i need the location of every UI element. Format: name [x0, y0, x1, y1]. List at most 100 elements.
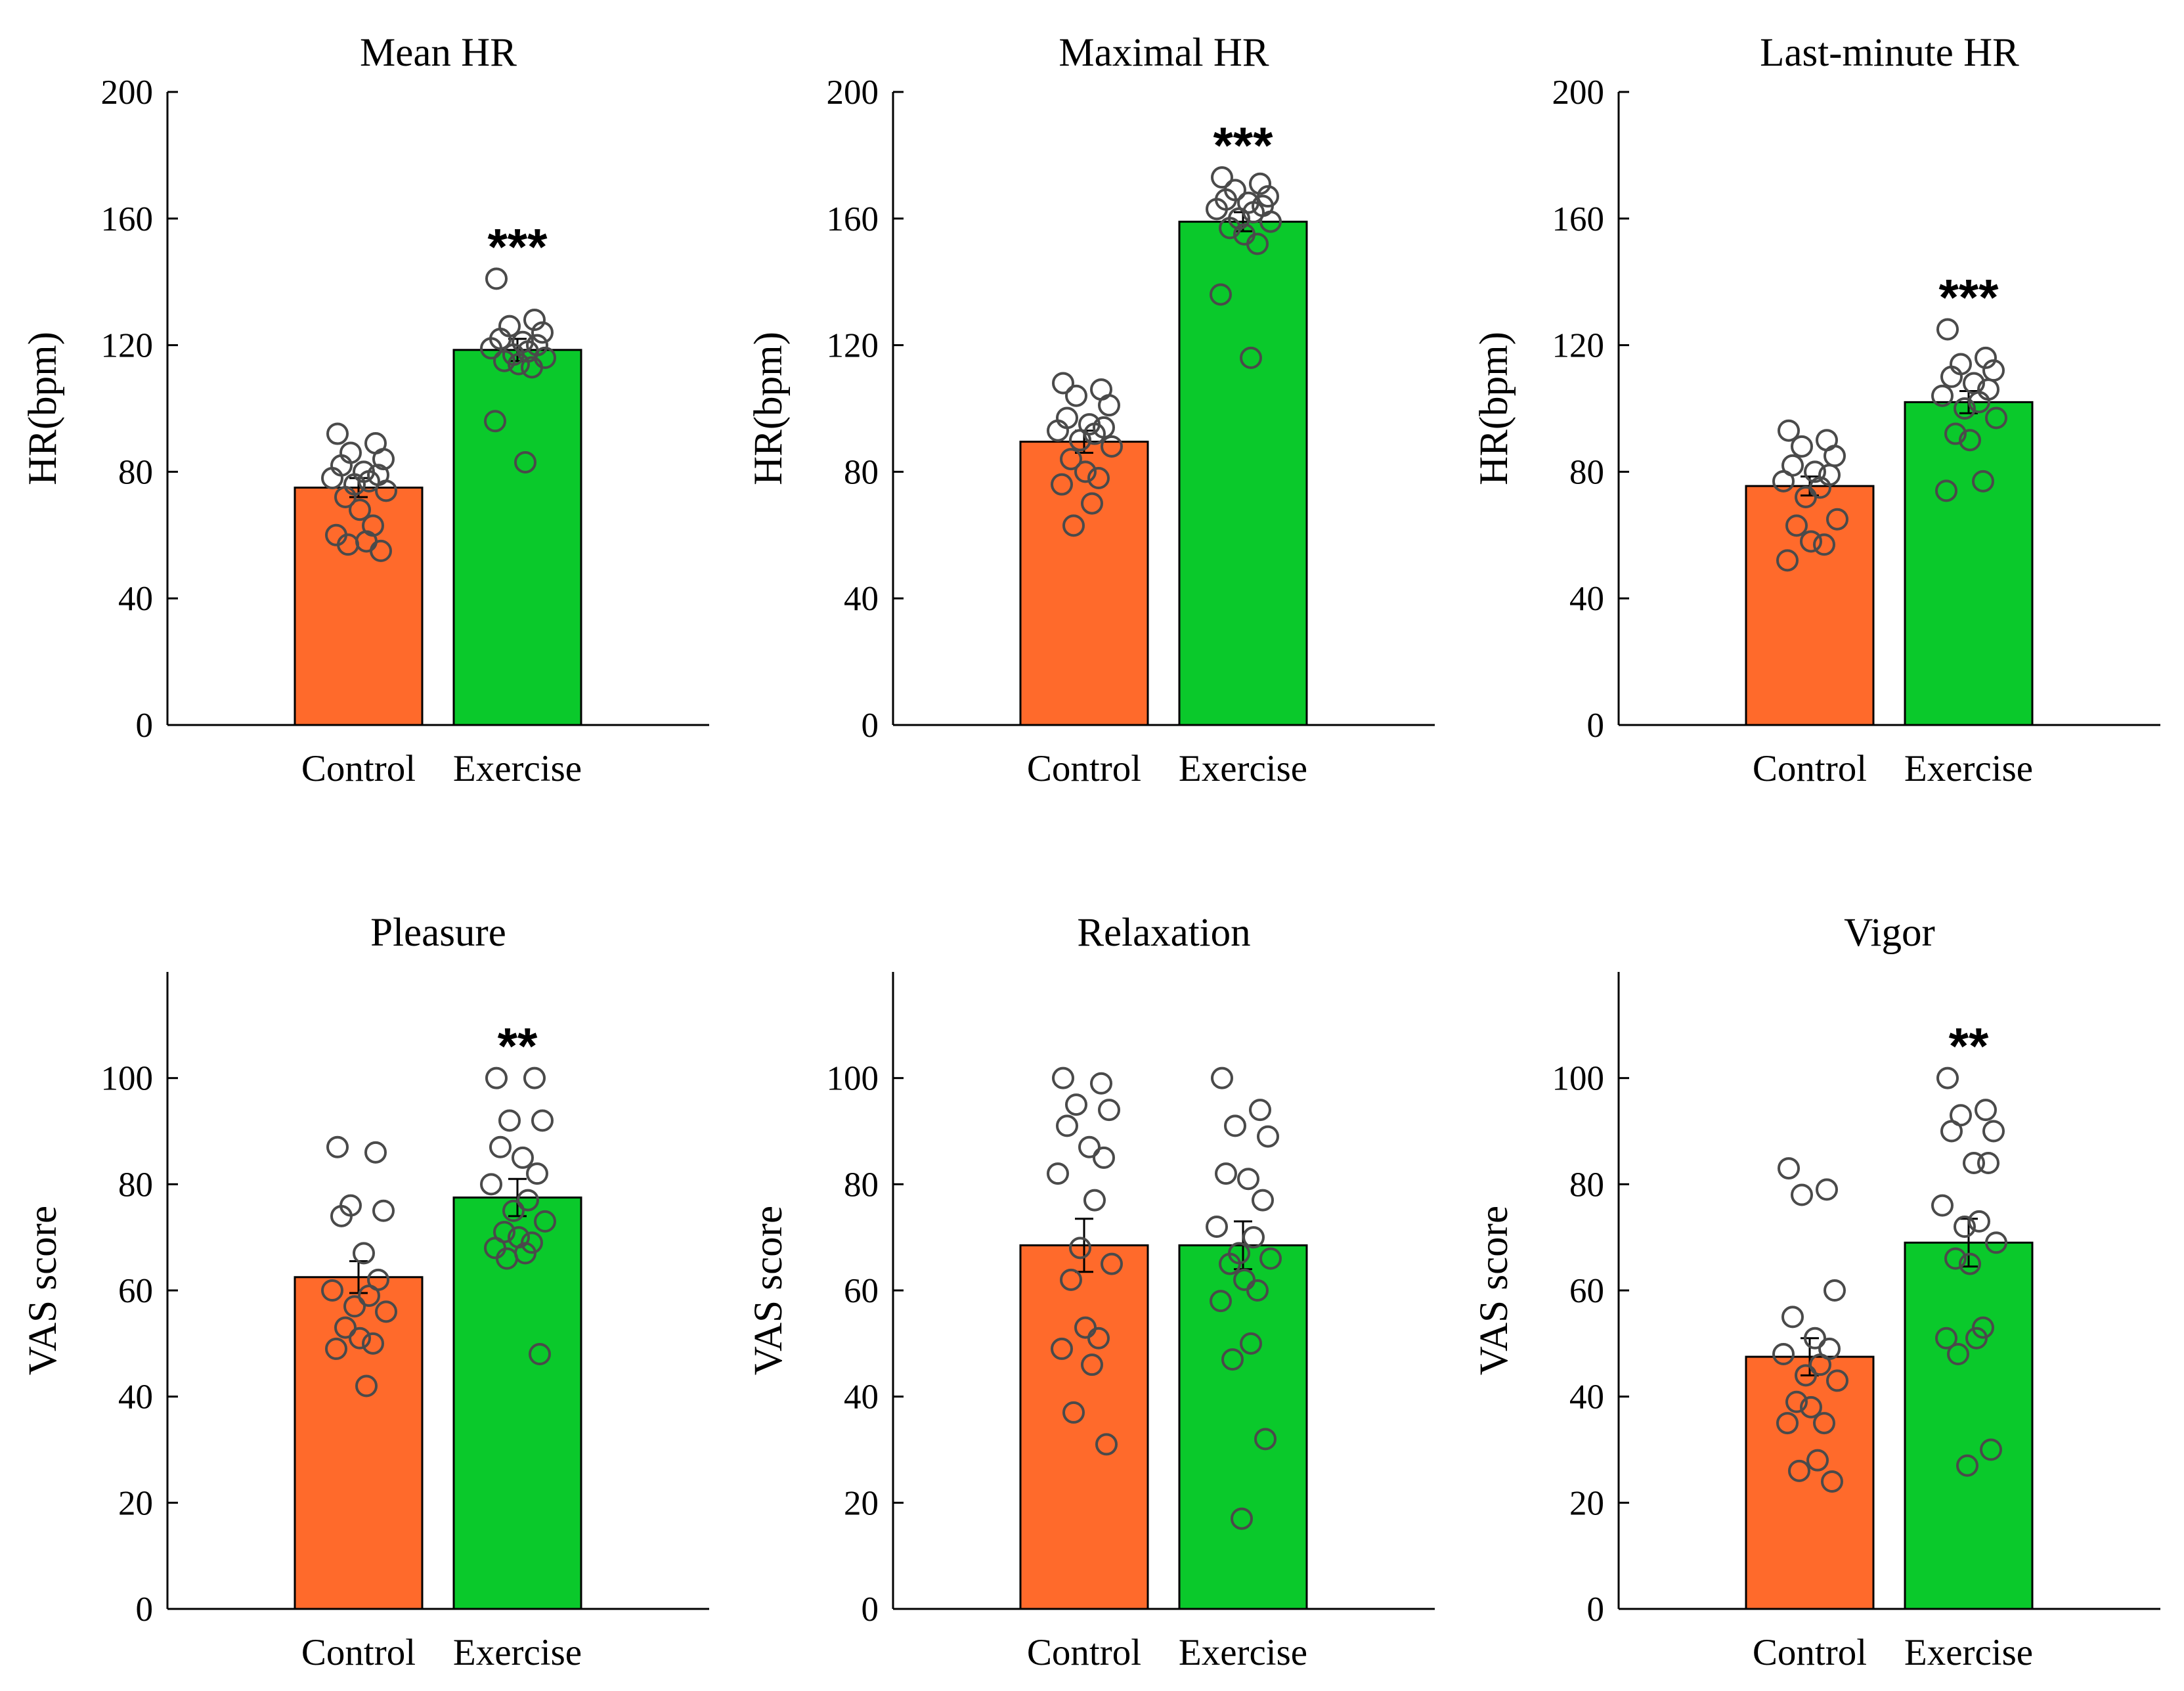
- data-point: [531, 321, 554, 344]
- panel-1: Mean HR HR(bpm) 0 40 80 120 160 200 Control Exerc…: [21, 31, 709, 789]
- panel-title: Relaxation: [1077, 911, 1250, 955]
- data-point: [330, 1204, 353, 1227]
- data-point: [1069, 1237, 1091, 1260]
- data-point: [1795, 485, 1817, 508]
- data-point: [1210, 1290, 1232, 1313]
- panel-title: Last-minute HR: [1760, 31, 2019, 75]
- data-point: [1231, 1507, 1253, 1530]
- data-point: [1968, 391, 1990, 414]
- bar-exercise: [1904, 401, 2034, 726]
- data-point: [1781, 1306, 1804, 1329]
- x-tick-label-control: Control: [301, 1632, 416, 1673]
- data-point: [1785, 514, 1808, 537]
- data-point: [1052, 372, 1074, 395]
- y-tick-label: 80: [1569, 453, 1604, 491]
- panel-6: Vigor VAS score 0 20 40 60 80 100 Control Exercis…: [1472, 911, 2160, 1673]
- data-point: [1060, 448, 1082, 471]
- data-point: [498, 1109, 521, 1132]
- data-point: [1052, 1066, 1074, 1089]
- data-point: [337, 533, 359, 556]
- data-point: [1954, 1216, 1976, 1238]
- data-point: [321, 1279, 343, 1302]
- data-point: [1816, 1178, 1838, 1201]
- data-point: [1968, 1210, 1990, 1233]
- data-point: [1931, 384, 1954, 407]
- data-point: [529, 1343, 551, 1365]
- data-point: [1985, 1231, 2007, 1254]
- data-point: [1772, 1343, 1795, 1365]
- y-axis-label: VAS score: [21, 1206, 65, 1375]
- data-point: [1062, 514, 1085, 537]
- data-point: [1074, 460, 1097, 483]
- data-point: [1081, 1353, 1103, 1376]
- data-point: [485, 1066, 508, 1089]
- data-point: [508, 353, 530, 376]
- data-point: [334, 485, 357, 508]
- y-tick-label: 0: [136, 707, 154, 745]
- data-point: [1813, 533, 1835, 556]
- data-point: [1095, 1433, 1118, 1456]
- data-point: [1975, 346, 1997, 369]
- data-point: [1249, 172, 1271, 195]
- y-tick-label: 60: [1569, 1272, 1604, 1310]
- data-point: [349, 1327, 371, 1350]
- data-point: [1980, 1438, 2002, 1461]
- data-point: [362, 1332, 384, 1355]
- y-tick-label: 80: [118, 1166, 153, 1204]
- data-point: [1224, 1114, 1246, 1137]
- x-tick-label-control: Control: [1753, 748, 1867, 789]
- data-point: [1081, 492, 1103, 515]
- y-tick-label: 60: [844, 1272, 879, 1310]
- y-tick-label: 40: [118, 1378, 153, 1416]
- significance-marker: ***: [1938, 269, 1999, 326]
- data-point: [1956, 1454, 1978, 1477]
- y-tick-label: 120: [101, 327, 154, 365]
- bar-control: [1745, 485, 1875, 726]
- data-point: [484, 410, 506, 433]
- data-point: [1062, 1401, 1085, 1424]
- data-point: [523, 1066, 546, 1089]
- data-point: [1940, 365, 1963, 388]
- data-point: [358, 470, 380, 493]
- data-point: [1257, 1125, 1279, 1148]
- data-point: [1776, 1412, 1799, 1435]
- panel-title: Pleasure: [370, 911, 506, 955]
- data-point: [1101, 1252, 1123, 1275]
- data-point: [526, 1162, 548, 1185]
- data-point: [1219, 1252, 1241, 1275]
- data-point: [370, 539, 392, 562]
- data-point: [326, 422, 349, 445]
- significance-marker: ***: [487, 217, 548, 275]
- x-tick-label-control: Control: [1027, 748, 1141, 789]
- panel-4: Pleasure VAS score 0 20 40 60 80 100 Control Exer…: [21, 911, 709, 1673]
- data-point: [1246, 1279, 1269, 1302]
- data-point: [1221, 1348, 1244, 1371]
- data-point: [1083, 1189, 1106, 1212]
- data-point: [480, 337, 502, 360]
- data-point: [355, 1374, 378, 1397]
- data-point: [1806, 1449, 1829, 1472]
- x-tick-label-exercise: Exercise: [1904, 1632, 2033, 1673]
- data-point: [372, 1199, 395, 1222]
- data-point: [1959, 1252, 1981, 1275]
- data-point: [325, 1337, 347, 1360]
- x-tick-label-exercise: Exercise: [1179, 748, 1307, 789]
- data-point: [1069, 429, 1091, 452]
- significance-marker: **: [498, 1017, 538, 1075]
- data-point: [531, 1109, 554, 1132]
- data-point: [1965, 1327, 1988, 1350]
- data-point: [1215, 1162, 1237, 1185]
- bar-control: [1019, 1244, 1149, 1610]
- y-tick-label: 60: [118, 1272, 153, 1310]
- data-point: [1944, 1247, 1967, 1270]
- data-point: [1826, 508, 1848, 531]
- y-tick-label: 40: [844, 1378, 879, 1416]
- significance-marker: ***: [1213, 116, 1273, 174]
- data-point: [353, 1242, 375, 1265]
- y-axis-label: VAS score: [747, 1206, 791, 1375]
- y-tick-label: 20: [844, 1484, 879, 1522]
- data-point: [1051, 1337, 1073, 1360]
- y-axis-label: HR(bpm): [1472, 332, 1516, 485]
- data-point: [1804, 460, 1826, 483]
- data-point: [1047, 419, 1069, 442]
